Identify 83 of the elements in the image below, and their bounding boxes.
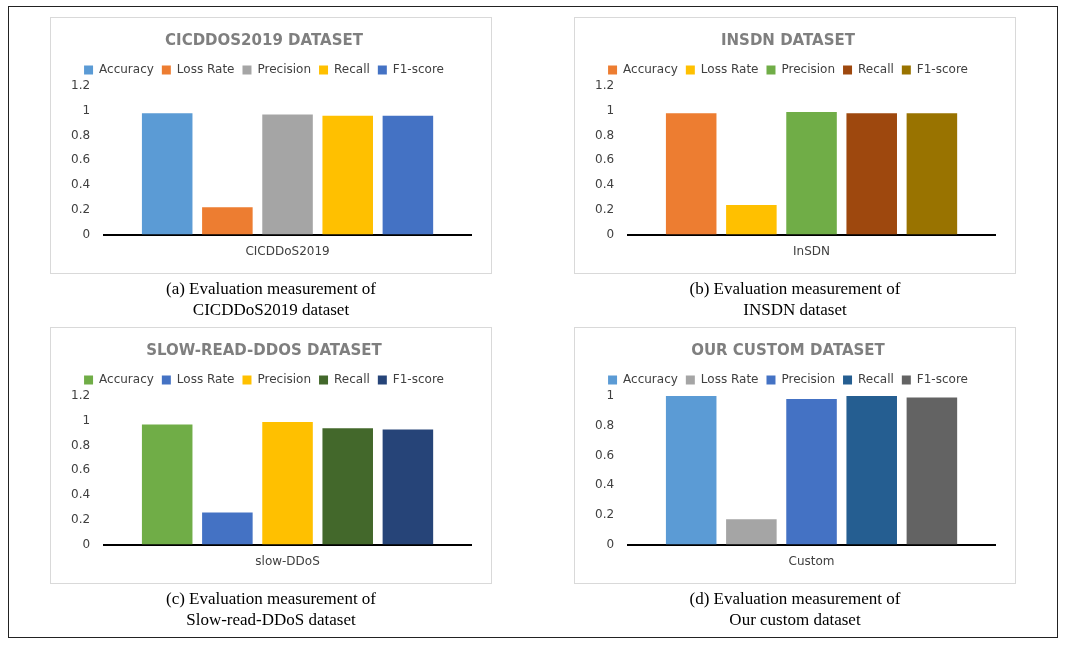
bar xyxy=(202,512,253,545)
chart-title: INSDN DATASET xyxy=(720,30,856,49)
legend-label: Recall xyxy=(858,372,894,387)
y-tick-label: 1 xyxy=(82,102,91,117)
bar xyxy=(846,396,897,545)
x-tick-label: Custom xyxy=(788,553,835,568)
y-tick-label: 0.4 xyxy=(594,477,615,492)
x-tick-label: slow-DDoS xyxy=(255,553,320,568)
y-tick-label: 0.2 xyxy=(594,507,615,522)
y-tick-label: 0.8 xyxy=(70,127,91,142)
y-tick-label: 0 xyxy=(82,536,91,551)
bar xyxy=(262,422,313,545)
legend-label: F1-score xyxy=(916,62,968,77)
legend-label: Loss Rate xyxy=(700,62,759,77)
legend-label: F1-score xyxy=(392,372,444,387)
bar xyxy=(906,113,958,235)
y-tick-label: 1 xyxy=(606,102,615,117)
bar xyxy=(846,113,897,235)
y-tick-label: 1 xyxy=(82,412,91,427)
bar xyxy=(141,424,193,545)
y-tick-label: 0.8 xyxy=(594,127,615,142)
y-tick-label: 0.6 xyxy=(70,462,91,477)
legend-label: Loss Rate xyxy=(176,372,235,387)
legend-label: Accuracy xyxy=(99,372,154,387)
chart-title: CICDDOS2019 DATASET xyxy=(165,30,364,49)
text: Slow-read-DDoS dataset xyxy=(185,609,357,630)
legend-label: Accuracy xyxy=(99,62,154,77)
bar xyxy=(322,115,373,235)
y-tick-label: 0.2 xyxy=(594,201,615,216)
bar xyxy=(726,519,777,545)
legend-label: Accuracy xyxy=(623,372,678,387)
bar xyxy=(786,398,837,545)
y-tick-label: 0.6 xyxy=(594,447,615,462)
text: (b) Evaluation measurement of xyxy=(689,278,901,299)
bar xyxy=(665,113,717,235)
y-tick-label: 0 xyxy=(606,536,615,551)
text: (d) Evaluation measurement of xyxy=(689,588,901,609)
y-tick-label: 0.2 xyxy=(70,511,91,526)
legend-label: Recall xyxy=(858,62,894,77)
legend-label: Recall xyxy=(334,62,370,77)
y-tick-label: 0.4 xyxy=(70,177,91,192)
bar xyxy=(141,113,193,235)
bar xyxy=(202,207,253,235)
bar xyxy=(382,115,434,235)
bar xyxy=(665,396,717,545)
legend-label: Loss Rate xyxy=(700,372,759,387)
chart-title: SLOW-READ-DDOS DATASET xyxy=(146,340,383,359)
text: Our custom dataset xyxy=(728,609,862,630)
y-tick-label: 0.4 xyxy=(594,177,615,192)
chart-title: OUR CUSTOM DATASET xyxy=(691,340,886,359)
y-tick-label: 0 xyxy=(82,226,91,241)
text: CICDDoS2019 dataset xyxy=(191,299,351,320)
x-tick-label: InSDN xyxy=(793,243,831,258)
legend-label: Precision xyxy=(781,372,836,387)
x-tick-label: CICDDoS2019 xyxy=(245,243,330,258)
y-tick-label: 0.6 xyxy=(594,152,615,167)
legend-label: Precision xyxy=(257,372,312,387)
legend-label: Precision xyxy=(257,62,312,77)
legend-label: Loss Rate xyxy=(176,62,235,77)
y-tick-label: 0.4 xyxy=(70,487,91,502)
y-tick-label: 1 xyxy=(606,388,615,403)
bar xyxy=(786,112,837,235)
bar xyxy=(322,428,373,545)
y-tick-label: 1.2 xyxy=(594,78,615,93)
y-tick-label: 0.8 xyxy=(594,417,615,432)
y-tick-label: 0.2 xyxy=(70,201,91,216)
bar xyxy=(382,429,434,545)
y-tick-label: 1.2 xyxy=(70,78,91,93)
y-tick-label: 0.8 xyxy=(70,437,91,452)
bar xyxy=(262,114,313,235)
text: INSDN dataset xyxy=(742,299,848,320)
y-tick-label: 0.6 xyxy=(70,152,91,167)
legend-label: F1-score xyxy=(916,372,968,387)
legend-label: Precision xyxy=(781,62,836,77)
y-tick-label: 0 xyxy=(606,226,615,241)
text: (a) Evaluation measurement of xyxy=(165,278,377,299)
bar xyxy=(906,397,958,545)
legend-label: Accuracy xyxy=(623,62,678,77)
legend-label: Recall xyxy=(334,372,370,387)
text: (c) Evaluation measurement of xyxy=(165,588,377,609)
bar xyxy=(726,204,777,235)
legend-label: F1-score xyxy=(392,62,444,77)
y-tick-label: 1.2 xyxy=(70,388,91,403)
